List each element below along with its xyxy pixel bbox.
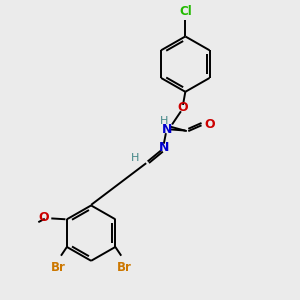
Text: Cl: Cl	[179, 5, 192, 18]
Text: N: N	[159, 141, 169, 154]
Text: Br: Br	[117, 261, 132, 274]
Text: O: O	[38, 211, 49, 224]
Text: O: O	[205, 118, 215, 130]
Text: H: H	[160, 116, 168, 126]
Text: H: H	[131, 153, 140, 163]
Text: N: N	[162, 123, 172, 136]
Text: O: O	[177, 101, 188, 114]
Text: Br: Br	[51, 261, 65, 274]
